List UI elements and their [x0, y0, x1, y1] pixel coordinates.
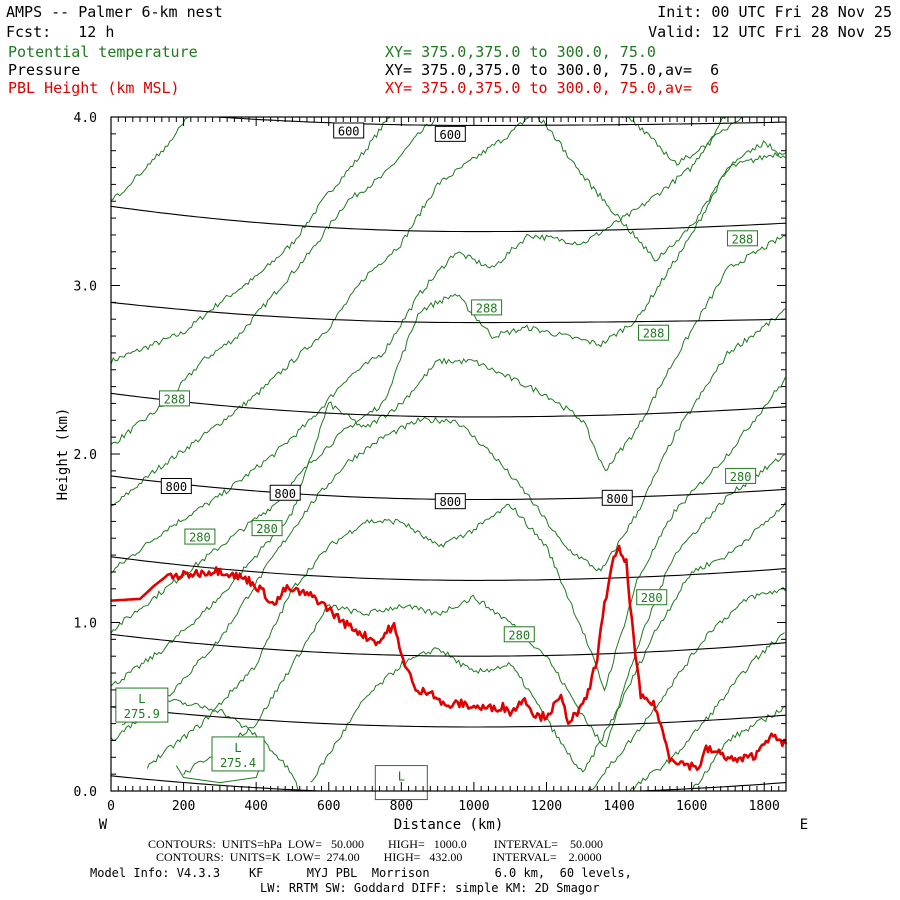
theta-label: 288	[643, 327, 665, 341]
pressure-label-box	[434, 493, 466, 510]
pressure-label-box	[269, 484, 301, 501]
y-tick-label: 2.0	[74, 448, 97, 463]
theta-contour	[587, 587, 786, 791]
theta-label-box	[503, 626, 535, 643]
theta-label: 280	[730, 470, 752, 484]
theta-label: 280	[508, 628, 530, 642]
xy-pressure: XY= 375.0,375.0 to 300.0, 75.0,av= 6	[385, 61, 720, 79]
pressure-contour	[111, 301, 786, 324]
footer-model-info: Model Info: V4.3.3 KF MYJ PBL Morrison 6…	[90, 866, 632, 880]
theta-label-box	[726, 230, 758, 247]
low-box	[115, 687, 169, 723]
x-tick-label: 400	[244, 799, 267, 814]
low-letter: L	[398, 770, 405, 784]
theta-label-box	[251, 520, 283, 537]
theta-label-box	[725, 467, 757, 484]
pressure-contour	[111, 556, 786, 581]
pbl-line	[110, 544, 788, 771]
axes: 0 200 400 600 800 1000 1200 1400 1600 1800 0.0 1.0 2…	[55, 111, 808, 833]
x-tick-label: 1600	[676, 799, 707, 814]
pressure-label: 800	[274, 487, 296, 501]
xy-pbl: XY= 375.0,375.0 to 300.0, 75.0,av= 6	[385, 79, 720, 97]
low-value: 275.9	[124, 707, 160, 721]
pressure-label: 800	[439, 495, 461, 509]
theta-contour	[534, 117, 786, 262]
theta-contour	[111, 117, 391, 365]
theta-contour	[111, 117, 727, 574]
theta-contours	[111, 117, 786, 791]
theta-label-box	[638, 324, 670, 341]
pressure-contour	[111, 633, 786, 657]
init-time: Init: 00 UTC Fri 28 Nov 25	[657, 3, 892, 21]
theta-contour	[629, 632, 785, 791]
field-pbl-label: PBL Height (km MSL)	[8, 79, 180, 97]
theta-label-box	[636, 589, 668, 606]
pressure-contour	[111, 205, 786, 233]
footer-pressure-contours: CONTOURS: UNITS=hPa LOW= 50.000 HIGH= 10…	[148, 837, 603, 851]
pbl-height-line	[110, 544, 788, 771]
theta-label: 280	[641, 591, 663, 605]
pressure-label: 800	[606, 492, 628, 506]
pressure-label-box	[601, 489, 633, 506]
x-tick-label: 200	[172, 799, 195, 814]
footer-theta-contours: CONTOURS: UNITS=K LOW= 274.00 HIGH= 432.…	[156, 850, 602, 864]
low-box	[211, 736, 265, 772]
x-tick-label: 1000	[458, 799, 489, 814]
pressure-label-box	[434, 125, 466, 142]
xy-theta: XY= 375.0,375.0 to 300.0, 75.0	[385, 43, 656, 61]
pressure-label: 600	[338, 124, 360, 138]
theta-label-box	[471, 299, 503, 316]
pressure-label: 600	[439, 128, 461, 142]
y-tick-label: 1.0	[74, 617, 97, 632]
pressure-label-box	[160, 478, 192, 495]
low-letter: L	[138, 692, 145, 706]
x-axis-label: Distance (km)	[394, 817, 504, 833]
theta-label: 288	[476, 301, 498, 315]
valid-time: Valid: 12 UTC Fri 28 Nov 25	[648, 23, 892, 41]
east-marker: E	[800, 817, 808, 833]
y-axis-label: Height (km)	[55, 408, 71, 501]
y-tick-label: 0.0	[74, 785, 97, 800]
pressure-contour	[111, 392, 786, 418]
theta-contour	[183, 454, 785, 776]
pressure-label-box	[333, 122, 365, 139]
low-value: 275.4	[220, 756, 256, 770]
x-tick-label: 1200	[531, 799, 562, 814]
chart-title: AMPS -- Palmer 6-km nest	[6, 3, 223, 21]
field-theta-label: Potential temperature	[8, 43, 198, 61]
theta-label: 280	[189, 531, 211, 545]
theta-label: 288	[732, 232, 754, 246]
y-tick-label: 3.0	[74, 280, 97, 295]
theta-label: 288	[164, 392, 186, 406]
theta-contour	[146, 377, 786, 769]
theta-contour	[310, 502, 786, 783]
y-tick-label: 4.0	[74, 111, 97, 126]
theta-contour	[111, 151, 786, 634]
theta-label-box	[159, 390, 191, 407]
theta-contour	[111, 117, 189, 202]
x-tick-label: 0	[107, 799, 115, 814]
x-tick-label: 600	[317, 799, 340, 814]
x-tick-label: 800	[390, 799, 413, 814]
pressure-contour	[111, 775, 786, 791]
contour-labels: 600 600 800 800 800 800 288 288 288 288 280 280 280 2…	[115, 122, 758, 801]
x-tick-label: 1800	[749, 799, 780, 814]
theta-label-box	[184, 528, 216, 545]
pressure-contour	[111, 706, 786, 728]
field-pressure-label: Pressure	[8, 61, 81, 79]
footer-physics: LW: RRTM SW: Goddard DIFF: simple KM: 2D…	[260, 881, 600, 895]
theta-contour	[621, 117, 744, 167]
theta-label: 280	[256, 522, 278, 536]
theta-contour	[111, 117, 530, 507]
west-marker: W	[99, 817, 108, 833]
pressure-label: 800	[165, 480, 187, 494]
forecast-hour: Fcst: 12 h	[6, 23, 115, 41]
theta-contour	[111, 234, 786, 687]
theta-contour	[111, 308, 786, 741]
low-letter: L	[234, 741, 241, 755]
pressure-contours	[111, 117, 786, 791]
x-tick-label: 1400	[603, 799, 634, 814]
